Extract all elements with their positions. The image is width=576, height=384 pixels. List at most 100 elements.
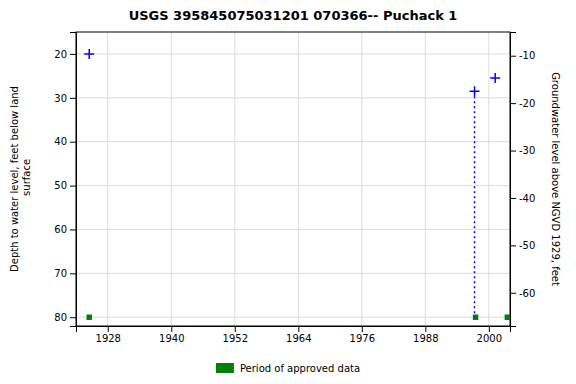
x-axis-tick-label: 1940 — [159, 333, 184, 344]
legend-label: Period of approved data — [240, 363, 360, 374]
y-axis-line — [70, 33, 77, 327]
grid-line-x — [234, 32, 235, 326]
point — [505, 314, 510, 319]
plot-root: 1928 1940 1952 1964 1976 1988 2000 20 30 40 50 60 70… — [9, 8, 561, 344]
x-axis-tick-label: 1964 — [286, 333, 311, 344]
y-axis-tick-label: 40 — [54, 136, 67, 147]
y2-axis-tick: -30 — [510, 145, 535, 156]
y-axis-tick-label: 30 — [54, 93, 67, 104]
x-axis-tick-mark — [298, 326, 299, 332]
x-axis-tick: 1940 — [159, 326, 184, 344]
x-axis-tick: 1952 — [223, 326, 248, 344]
grid-line-y — [76, 185, 510, 186]
grid — [76, 32, 510, 326]
x-axis-tick-mark — [425, 326, 426, 332]
y-axis-tick: 50 — [54, 180, 76, 191]
y-axis-tick-mark — [70, 186, 76, 187]
point — [86, 314, 91, 319]
x-axis-tick-label: 1988 — [413, 333, 438, 344]
y-axis-tick-label: 20 — [54, 49, 67, 60]
y2-axis: -10 -20 -30 -40 -50 -60 — [510, 33, 535, 327]
chart-title: USGS 395845075031201 070366-- Puchack 1 — [129, 8, 458, 23]
y-axis-tick-mark — [70, 273, 76, 274]
x-axis-tick-mark — [362, 326, 363, 332]
y-axis-tick: 20 — [54, 49, 76, 60]
grid-line-y — [76, 229, 510, 230]
point — [473, 314, 478, 319]
y2-axis-label: Groundwater level above NGVD 1929, feet — [550, 72, 561, 286]
y2-axis-tick: -10 — [510, 50, 535, 61]
legend: Period of approved data — [216, 363, 360, 374]
x-axis: 1928 1940 1952 1964 1976 1988 2000 — [77, 326, 511, 344]
y2-axis-tick-label: -20 — [519, 98, 535, 109]
chart-container: 1928 1940 1952 1964 1976 1988 2000 20 30 40 50 60 70… — [0, 0, 576, 384]
x-axis-tick-label: 1976 — [350, 333, 375, 344]
y2-axis-tick-mark — [510, 103, 516, 104]
y-axis-label-line: surface — [21, 159, 32, 199]
legend-swatch — [216, 363, 234, 373]
x-axis-tick: 1964 — [286, 326, 311, 344]
point — [470, 86, 480, 96]
legend-item: Period of approved data — [216, 363, 360, 374]
y-axis-tick: 40 — [54, 136, 76, 147]
y2-axis-line — [511, 33, 517, 327]
point — [84, 49, 94, 59]
grid-line-x — [107, 32, 108, 326]
y2-axis-tick-label: -60 — [519, 288, 535, 299]
grid-line-x — [488, 32, 489, 326]
y-axis-tick-label: 80 — [54, 312, 67, 323]
x-axis-line — [77, 327, 511, 333]
grid-line-x — [425, 32, 426, 326]
y2-axis-tick: -50 — [510, 240, 535, 251]
y-axis-tick: 80 — [54, 312, 76, 323]
y2-axis-tick-mark — [510, 293, 516, 294]
y-axis-label-line: Depth to water level, feet below land — [9, 86, 20, 272]
y-axis-label: Depth to water level, feet below land su… — [9, 86, 32, 272]
y-axis-tick-mark — [70, 142, 76, 143]
x-axis-tick-label: 2000 — [477, 333, 502, 344]
y-axis-tick-mark — [70, 317, 76, 318]
y-axis-tick: 70 — [54, 268, 76, 279]
grid-line-y — [76, 97, 510, 98]
y2-axis-tick: -40 — [510, 193, 535, 204]
x-axis-tick: 1988 — [413, 326, 438, 344]
y-axis-tick-label: 70 — [54, 268, 67, 279]
y-axis-tick: 30 — [54, 93, 76, 104]
y2-axis-tick-label: -40 — [519, 193, 535, 204]
grid-line-x — [361, 32, 362, 326]
grid-line-y — [76, 273, 510, 274]
y-axis-tick-label: 50 — [54, 180, 67, 191]
grid-line-x — [171, 32, 172, 326]
series-line — [474, 91, 476, 317]
y2-axis-tick-mark — [510, 198, 516, 199]
y2-axis-tick: -20 — [510, 98, 535, 109]
x-axis-tick: 2000 — [477, 326, 502, 344]
grid-line-x — [298, 32, 299, 326]
y-axis-tick-mark — [70, 229, 76, 230]
grid-line-y — [76, 141, 510, 142]
y2-axis-tick-mark — [510, 56, 516, 57]
plot-frame — [76, 32, 510, 326]
y2-axis-tick-mark — [510, 245, 516, 246]
x-axis-tick-mark — [235, 326, 236, 332]
y2-axis-tick: -60 — [510, 288, 535, 299]
x-axis-tick: 1976 — [350, 326, 375, 344]
y-axis-tick-mark — [70, 98, 76, 99]
x-axis-tick: 1928 — [96, 326, 121, 344]
x-axis-tick-label: 1928 — [96, 333, 121, 344]
y2-axis-tick-label: -50 — [519, 240, 535, 251]
y2-axis-tick-label: -30 — [519, 145, 535, 156]
y-axis: 20 30 40 50 60 70 80 — [54, 33, 76, 327]
y2-axis-tick-label: -10 — [519, 50, 535, 61]
point — [490, 73, 500, 83]
grid-line-y — [76, 317, 510, 318]
y-axis-tick: 60 — [54, 224, 76, 235]
y2-axis-tick-mark — [510, 151, 516, 152]
marks — [84, 49, 510, 320]
x-axis-tick-label: 1952 — [223, 333, 248, 344]
grid-line-y — [76, 53, 510, 54]
y-axis-tick-label: 60 — [54, 224, 67, 235]
chart-svg: 1928 1940 1952 1964 1976 1988 2000 20 30 40 50 60 70… — [0, 0, 576, 384]
x-axis-tick-mark — [171, 326, 172, 332]
x-axis-tick-mark — [489, 326, 490, 332]
